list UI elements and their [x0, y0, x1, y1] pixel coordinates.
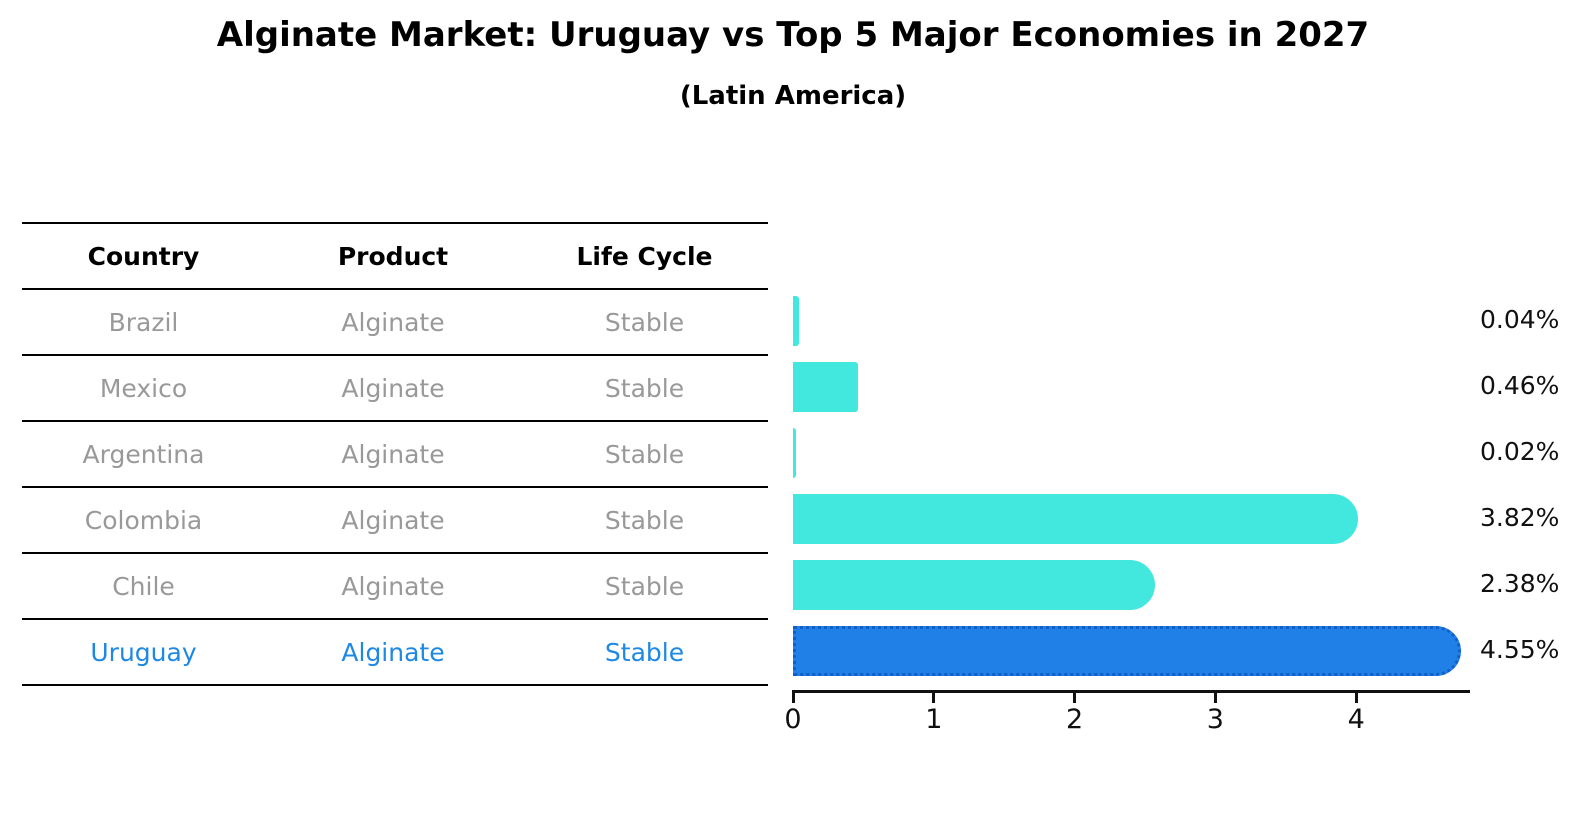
- product-cell: Alginate: [341, 373, 445, 403]
- table-row: Colombia Alginate Stable: [22, 488, 768, 554]
- x-axis-tick-label: 4: [1347, 704, 1365, 735]
- x-axis-tick-label: 0: [784, 704, 802, 735]
- product-cell: Alginate: [341, 307, 445, 337]
- table-row: Argentina Alginate Stable: [22, 422, 768, 488]
- country-cell: Brazil: [108, 307, 179, 337]
- table-row: Chile Alginate Stable: [22, 554, 768, 620]
- life-cycle-cell: Stable: [604, 571, 685, 601]
- life-cycle-cell: Stable: [604, 637, 685, 667]
- life-cycle-cell: Stable: [604, 439, 685, 469]
- x-axis-tick-label: 3: [1206, 704, 1224, 735]
- x-axis-tick: [1213, 690, 1217, 703]
- x-axis-tick: [932, 690, 936, 703]
- x-axis-tick: [1354, 690, 1358, 703]
- x-axis-tick: [1073, 690, 1077, 703]
- country-cell: Uruguay: [90, 637, 197, 667]
- value-label: 3.82%: [1480, 503, 1560, 532]
- bar-argentina: [793, 428, 796, 478]
- bar-chile: [793, 560, 1155, 610]
- product-cell: Alginate: [341, 637, 445, 667]
- x-axis-line: [792, 690, 1470, 693]
- table-row: Uruguay Alginate Stable: [22, 620, 768, 686]
- life-cycle-cell: Stable: [604, 373, 685, 403]
- bar-uruguay: [793, 626, 1461, 676]
- value-label: 0.04%: [1480, 305, 1560, 334]
- country-cell: Mexico: [99, 373, 188, 403]
- country-cell: Argentina: [82, 439, 205, 469]
- table-header-cell: Product: [337, 241, 449, 271]
- table-row: Brazil Alginate Stable: [22, 290, 768, 356]
- bar-brazil: [793, 296, 799, 346]
- product-cell: Alginate: [341, 571, 445, 601]
- value-label: 0.02%: [1480, 437, 1560, 466]
- value-label: 4.55%: [1480, 635, 1560, 664]
- country-cell: Chile: [112, 571, 175, 601]
- x-axis-tick: [791, 690, 795, 703]
- table-header-row: Country Product Life Cycle: [22, 224, 768, 290]
- country-table: Country Product Life Cycle Brazil Alginate St…: [22, 222, 768, 686]
- table-header-cell: Country: [87, 241, 200, 271]
- country-cell: Colombia: [84, 505, 203, 535]
- chart-title: Alginate Market: Uruguay vs Top 5 Major …: [216, 15, 1370, 55]
- life-cycle-cell: Stable: [604, 505, 685, 535]
- bar-mexico: [793, 362, 858, 412]
- bar-colombia: [793, 494, 1358, 544]
- x-axis-tick-label: 1: [925, 704, 943, 735]
- product-cell: Alginate: [341, 505, 445, 535]
- value-label: 2.38%: [1480, 569, 1560, 598]
- table-header-cell: Life Cycle: [576, 241, 713, 271]
- chart-subtitle: (Latin America): [679, 81, 907, 111]
- value-label: 0.46%: [1480, 371, 1560, 400]
- product-cell: Alginate: [341, 439, 445, 469]
- table-row: Mexico Alginate Stable: [22, 356, 768, 422]
- x-axis-tick-label: 2: [1066, 704, 1084, 735]
- life-cycle-cell: Stable: [604, 307, 685, 337]
